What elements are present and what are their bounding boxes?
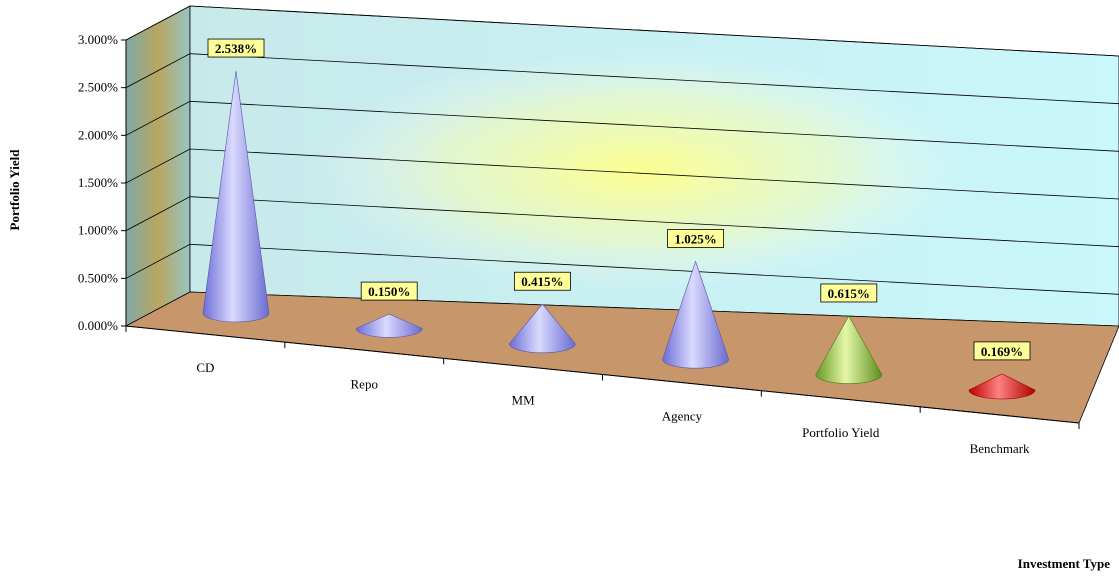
cone-mark [355,313,423,338]
y-tick-label: 2.500% [78,80,118,95]
gridline [125,196,1119,248]
y-tick-label: 0.000% [78,318,118,333]
cone-mark [815,315,883,384]
gridlines [125,5,1119,295]
data-label: 2.538% [215,41,257,56]
y-tick-label: 2.000% [78,127,118,142]
x-axis-ticks: CD Repo MM Agency Portfolio Yield Benchmark [125,326,1080,456]
cone-mark [509,303,576,354]
x-tick-label: Benchmark [970,441,1030,456]
x-tick-label: CD [196,360,214,375]
data-label-box [514,271,571,291]
gridline [125,100,1119,152]
gridline [125,243,1119,295]
x-tick-label: MM [512,392,536,407]
data-label: 0.169% [981,344,1023,359]
data-label-box [820,283,878,303]
data-label-box [207,38,265,58]
y-tick-label: 0.500% [78,270,118,285]
gridline [125,5,1119,57]
y-tick-label: 1.500% [78,175,118,190]
x-tick-label: Agency [662,409,703,424]
back-wall-glow [310,50,970,290]
cone-mark [968,373,1036,400]
data-label: 1.025% [674,231,716,246]
y-tick-label: 1.000% [78,223,118,238]
cone-mark [662,260,729,369]
cone-mark [202,71,270,323]
data-label: 0.615% [828,286,870,301]
y-tick-label: 3.000% [78,32,118,47]
gridline [125,53,1119,105]
data-label: 0.415% [521,274,563,289]
cone-series [202,71,1036,400]
y-axis-ticks: 0.000% 0.500% 1.000% 1.500% 2.000% 2.500% 3.00… [78,32,126,333]
gridline [125,148,1119,200]
data-labels: 2.538% 0.150% 0.415% 1.025% 0.615% 0.169% [207,38,1031,361]
x-tick-label: Portfolio Yield [802,425,880,440]
y-axis-title: Portfolio Yield [7,149,22,231]
data-label-box [973,341,1031,361]
x-axis-title: Investment Type [1018,556,1111,571]
data-label-box [667,229,724,248]
data-label: 0.150% [368,284,410,299]
data-label-box [360,281,418,301]
x-tick-label: Repo [351,376,378,391]
